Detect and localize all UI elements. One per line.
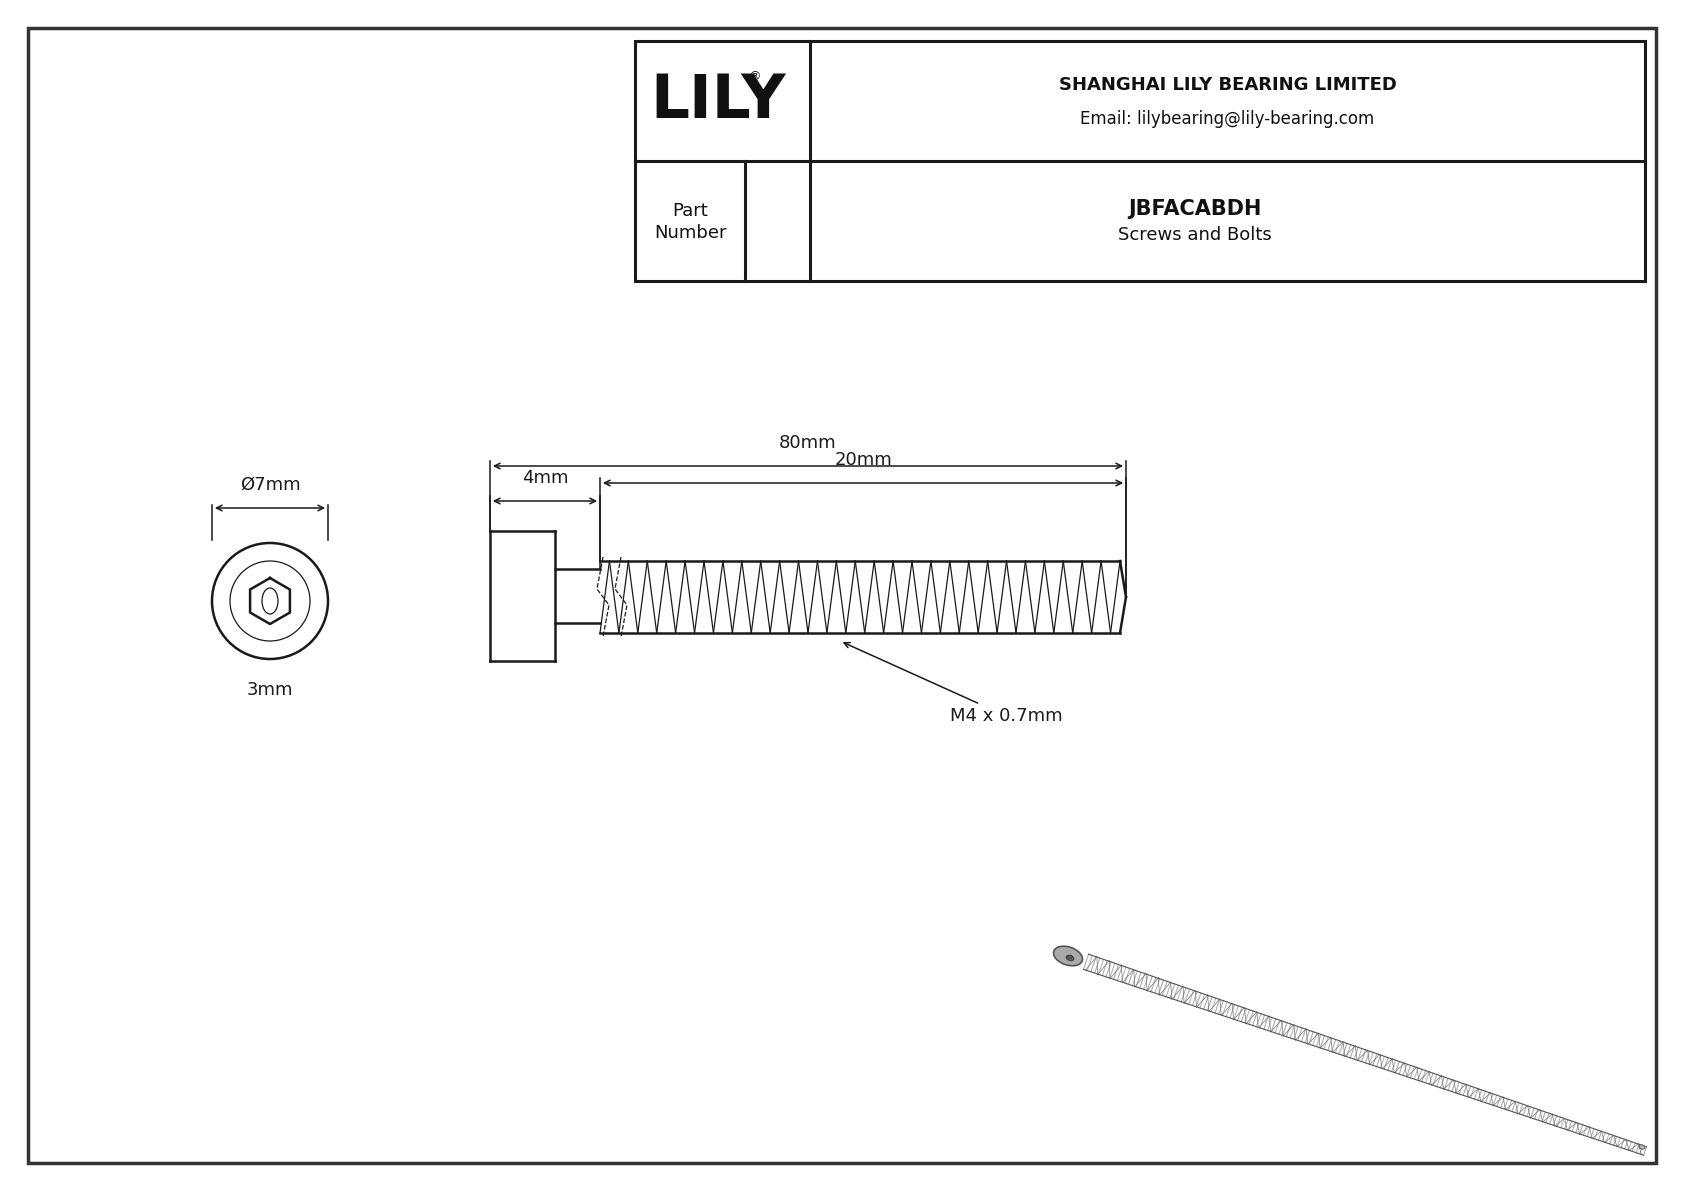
Text: Email: lilybearing@lily-bearing.com: Email: lilybearing@lily-bearing.com — [1081, 110, 1374, 127]
Text: Screws and Bolts: Screws and Bolts — [1118, 226, 1271, 244]
Bar — [635, 40, 1645, 281]
Text: 3mm: 3mm — [248, 681, 293, 699]
Text: Ø7mm: Ø7mm — [239, 476, 300, 494]
Text: LILY: LILY — [650, 71, 786, 131]
Text: Number: Number — [653, 224, 726, 242]
Text: 4mm: 4mm — [522, 469, 568, 487]
Text: ®: ® — [748, 70, 761, 83]
Text: 20mm: 20mm — [834, 451, 893, 469]
Ellipse shape — [1639, 1145, 1645, 1149]
Text: M4 x 0.7mm: M4 x 0.7mm — [844, 643, 1063, 725]
Text: 80mm: 80mm — [780, 434, 837, 453]
Text: JBFACABDH: JBFACABDH — [1128, 199, 1261, 219]
Ellipse shape — [1066, 955, 1074, 961]
Text: SHANGHAI LILY BEARING LIMITED: SHANGHAI LILY BEARING LIMITED — [1059, 76, 1396, 94]
Ellipse shape — [1054, 946, 1083, 966]
Text: Part: Part — [672, 202, 707, 220]
